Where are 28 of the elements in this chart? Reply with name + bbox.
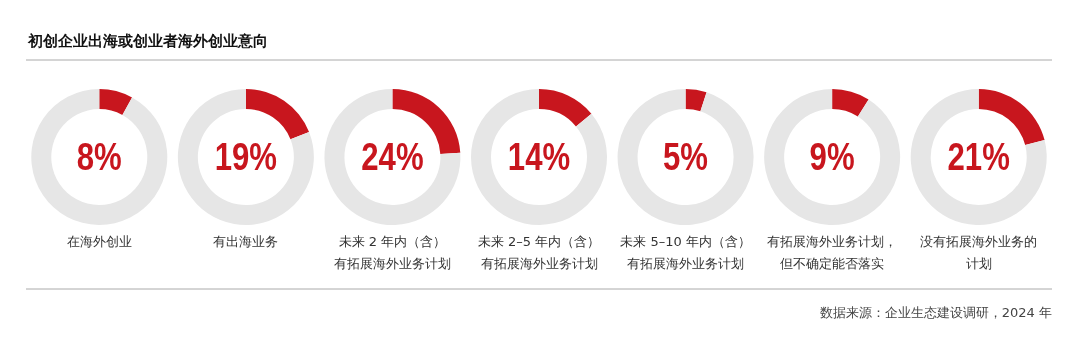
data-label: 24% xyxy=(361,136,424,178)
donut-slice xyxy=(177,89,314,225)
text: 未来 2 年内（含）有拓展海外业务计划 xyxy=(333,234,451,271)
donut-slice xyxy=(910,89,1047,225)
text: 没有拓展海外业务的计划 xyxy=(920,234,1038,271)
donut-slice xyxy=(539,89,592,127)
data-label: 21% xyxy=(947,136,1010,178)
text: 未来 5–10 年内（含）有拓展海外业务计划 xyxy=(620,234,751,271)
text: 有出海业务 xyxy=(213,234,279,249)
donut-slice xyxy=(764,89,901,225)
text: 在海外创业 xyxy=(66,234,132,249)
chart-title: 初创企业出海或创业者海外创业意向 xyxy=(27,32,268,50)
donut-slice xyxy=(324,89,461,225)
data-label: 8% xyxy=(76,136,122,178)
text: 有拓展海外业务计划，但不确定能否落实 xyxy=(767,234,898,271)
data-label: 5% xyxy=(663,136,709,178)
donut-slice xyxy=(245,89,310,140)
data-label: 19% xyxy=(214,136,278,178)
donut-slice xyxy=(31,89,168,225)
donut-slice xyxy=(99,89,133,115)
source-note: 数据来源：企业生态建设调研，2024 年 xyxy=(819,305,1052,320)
donut-slice xyxy=(685,89,707,112)
donut-slice xyxy=(617,89,754,225)
text: 未来 2–5 年内（含）有拓展海外业务计划 xyxy=(477,234,601,271)
data-label: 14% xyxy=(507,136,571,178)
donut-slice xyxy=(832,89,869,117)
donut-slice xyxy=(471,89,607,225)
data-label: 9% xyxy=(809,136,855,178)
